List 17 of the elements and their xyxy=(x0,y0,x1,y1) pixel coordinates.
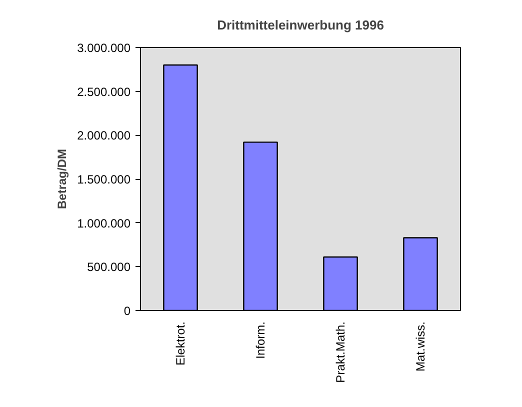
x-tick-label: Prakt.Math. xyxy=(334,321,348,383)
bar xyxy=(323,256,358,310)
chart-title: Drittmitteleinwerbung 1996 xyxy=(217,18,384,32)
y-tick-label: 3.000.000 xyxy=(77,41,131,55)
x-tick-label: Inform. xyxy=(254,322,268,359)
bar xyxy=(403,237,438,310)
x-tick-label: Mat.wiss. xyxy=(414,321,428,372)
y-tick-label: 0 xyxy=(124,304,131,318)
bar xyxy=(163,64,198,310)
y-tick-label: 500.000 xyxy=(87,260,131,274)
y-axis-title: Betrag/DM xyxy=(55,148,70,210)
y-tick-label: 1.000.000 xyxy=(77,216,131,230)
bar xyxy=(243,142,278,310)
y-tick-label: 2.000.000 xyxy=(77,128,131,143)
x-tick-label: Elektrot. xyxy=(174,322,188,366)
y-tick-label: 1.500.000 xyxy=(77,172,131,186)
y-tick-label: 2.500.000 xyxy=(77,84,131,99)
